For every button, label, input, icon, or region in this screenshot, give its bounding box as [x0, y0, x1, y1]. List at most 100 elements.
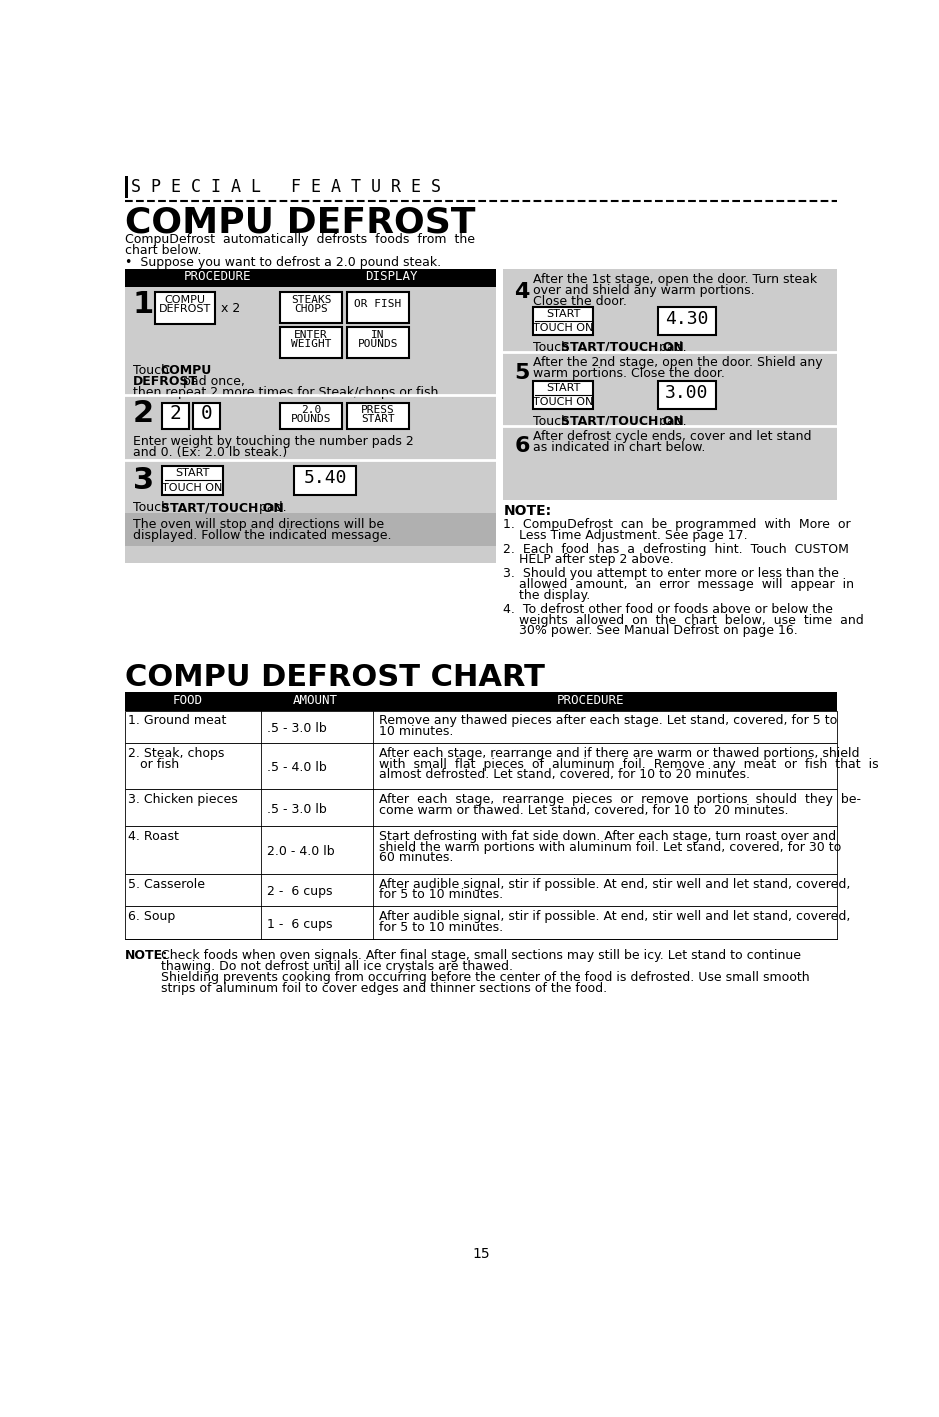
Text: IN: IN: [371, 330, 385, 340]
Text: 2.0: 2.0: [301, 405, 321, 415]
Text: Less Time Adjustment. See page 17.: Less Time Adjustment. See page 17.: [503, 529, 748, 541]
Text: TOUCH ON: TOUCH ON: [162, 483, 223, 493]
Bar: [125, 176, 129, 198]
Bar: [346, 402, 408, 429]
Bar: [125, 789, 838, 826]
Text: STEAKS: STEAKS: [291, 295, 331, 305]
Text: 0: 0: [201, 404, 212, 424]
Bar: [125, 691, 838, 710]
Text: weights  allowed  on  the  chart  below,  use  time  and: weights allowed on the chart below, use …: [503, 614, 864, 626]
Text: Shielding prevents cooking from occurring before the center of the food is defro: Shielding prevents cooking from occurrin…: [161, 971, 809, 983]
Text: almost defrosted. Let stand, covered, for 10 to 20 minutes.: almost defrosted. Let stand, covered, fo…: [379, 768, 750, 781]
Text: START: START: [361, 414, 394, 424]
Bar: [125, 743, 838, 789]
Text: shield the warm portions with aluminum foil. Let stand, covered, for 30 to: shield the warm portions with aluminum f…: [379, 840, 841, 853]
Text: displayed. Follow the indicated message.: displayed. Follow the indicated message.: [133, 529, 392, 541]
Text: 4. Roast: 4. Roast: [129, 830, 179, 843]
Text: PROCEDURE: PROCEDURE: [557, 694, 623, 707]
Text: or fish: or fish: [129, 758, 179, 771]
Text: .5 - 4.0 lb: .5 - 4.0 lb: [267, 761, 327, 775]
Text: 10 minutes.: 10 minutes.: [379, 726, 454, 738]
Text: •  Suppose you want to defrost a 2.0 pound steak.: • Suppose you want to defrost a 2.0 poun…: [125, 256, 441, 269]
Bar: [658, 307, 716, 334]
Text: Touch: Touch: [532, 415, 573, 428]
Text: After audible signal, stir if possible. At end, stir well and let stand, covered: After audible signal, stir if possible. …: [379, 877, 851, 891]
Text: come warm or thawed. Let stand, covered, for 10 to  20 minutes.: come warm or thawed. Let stand, covered,…: [379, 803, 789, 816]
Text: over and shield any warm portions.: over and shield any warm portions.: [532, 283, 754, 298]
Text: pad.: pad.: [655, 341, 686, 354]
Text: for 5 to 10 minutes.: for 5 to 10 minutes.: [379, 921, 503, 934]
Text: START: START: [546, 309, 580, 319]
Text: 3.00: 3.00: [665, 384, 709, 402]
Text: 15: 15: [472, 1247, 489, 1261]
Text: 5: 5: [515, 363, 530, 383]
Text: 5. Casserole: 5. Casserole: [129, 877, 206, 891]
Text: 4.  To defrost other food or foods above or below the: 4. To defrost other food or foods above …: [503, 602, 833, 616]
Bar: [346, 327, 408, 359]
Bar: [125, 710, 838, 743]
Text: 3: 3: [133, 466, 154, 495]
Text: AMOUNT: AMOUNT: [293, 694, 337, 707]
Text: Remove any thawed pieces after each stage. Let stand, covered, for 5 to: Remove any thawed pieces after each stag…: [379, 714, 838, 727]
Text: POUNDS: POUNDS: [358, 340, 398, 350]
Text: 4: 4: [515, 282, 530, 302]
Text: After audible signal, stir if possible. At end, stir well and let stand, covered: After audible signal, stir if possible. …: [379, 910, 851, 922]
Text: START/TOUCH ON: START/TOUCH ON: [561, 415, 684, 428]
Text: 1. Ground meat: 1. Ground meat: [129, 714, 226, 727]
Bar: [125, 905, 838, 938]
Text: DEFROST: DEFROST: [159, 305, 211, 315]
Text: TOUCH ON: TOUCH ON: [532, 397, 593, 407]
Text: 2 -  6 cups: 2 - 6 cups: [267, 886, 332, 898]
Text: COMPU: COMPU: [164, 295, 206, 305]
Text: 1: 1: [133, 290, 154, 319]
Text: 60 minutes.: 60 minutes.: [379, 852, 454, 864]
Text: 2: 2: [170, 404, 181, 424]
Text: as indicated in chart below.: as indicated in chart below.: [532, 441, 705, 453]
Text: HELP after step 2 above.: HELP after step 2 above.: [503, 554, 674, 567]
Text: Enter weight by touching the number pads 2: Enter weight by touching the number pads…: [133, 435, 413, 448]
Text: Close the door.: Close the door.: [532, 295, 626, 307]
Bar: [125, 826, 838, 874]
Text: START/TOUCH ON: START/TOUCH ON: [561, 341, 684, 354]
Bar: [294, 466, 356, 495]
Text: 2. Steak, chops: 2. Steak, chops: [129, 747, 224, 760]
Text: .5 - 3.0 lb: .5 - 3.0 lb: [267, 803, 327, 816]
Text: pad.: pad.: [255, 502, 287, 514]
Text: for 5 to 10 minutes.: for 5 to 10 minutes.: [379, 888, 503, 901]
Text: S P E C I A L   F E A T U R E S: S P E C I A L F E A T U R E S: [131, 177, 441, 196]
Text: pad.: pad.: [655, 415, 686, 428]
Text: START/TOUCH ON: START/TOUCH ON: [161, 502, 284, 514]
Text: COMPU: COMPU: [161, 364, 212, 377]
Text: After each stage, rearrange and if there are warm or thawed portions, shield: After each stage, rearrange and if there…: [379, 747, 860, 760]
Text: PROCEDURE: PROCEDURE: [184, 271, 252, 283]
Text: TOUCH ON: TOUCH ON: [532, 323, 593, 333]
Text: NOTE:: NOTE:: [503, 504, 551, 519]
Bar: [125, 269, 496, 288]
Text: OR FISH: OR FISH: [354, 299, 401, 309]
Text: chart below.: chart below.: [125, 244, 202, 256]
Bar: [280, 292, 342, 323]
Text: pad once,: pad once,: [179, 376, 245, 388]
Text: thawing. Do not defrost until all ice crystals are thawed.: thawing. Do not defrost until all ice cr…: [161, 961, 513, 973]
Text: COMPU DEFROST: COMPU DEFROST: [125, 205, 476, 239]
Bar: [162, 466, 223, 495]
Bar: [193, 402, 220, 429]
Text: After  each  stage,  rearrange  pieces  or  remove  portions  should  they  be-: After each stage, rearrange pieces or re…: [379, 794, 861, 806]
Text: 1 -  6 cups: 1 - 6 cups: [267, 918, 332, 931]
Text: POUNDS: POUNDS: [291, 414, 331, 424]
Text: 2: 2: [133, 400, 154, 428]
Text: NOTE:: NOTE:: [125, 949, 168, 962]
Text: 1.  CompuDefrost  can  be  programmed  with  More  or: 1. CompuDefrost can be programmed with M…: [503, 519, 851, 531]
Bar: [532, 381, 593, 408]
Bar: [658, 381, 716, 408]
Text: 6. Soup: 6. Soup: [129, 910, 176, 922]
Text: with  small  flat  pieces  of  aluminum  foil.  Remove  any  meat  or  fish  tha: with small flat pieces of aluminum foil.…: [379, 758, 879, 771]
Text: CHOPS: CHOPS: [294, 305, 328, 315]
Bar: [280, 402, 342, 429]
Bar: [280, 327, 342, 359]
Text: WEIGHT: WEIGHT: [291, 340, 331, 350]
Bar: [162, 402, 189, 429]
Bar: [125, 269, 496, 563]
Text: allowed  amount,  an  error  message  will  appear  in: allowed amount, an error message will ap…: [503, 578, 854, 591]
Text: After the 1st stage, open the door. Turn steak: After the 1st stage, open the door. Turn…: [532, 273, 817, 286]
